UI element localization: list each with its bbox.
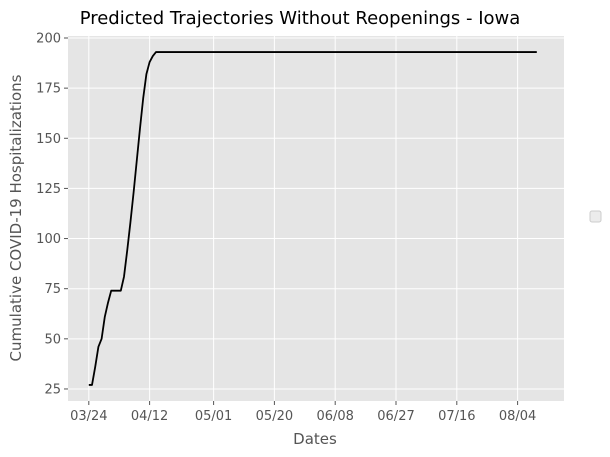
- x-tick-label: 03/24: [70, 409, 107, 424]
- y-axis-label: Cumulative COVID-19 Hospitalizations: [7, 74, 25, 361]
- x-tick-label: 04/12: [131, 409, 168, 424]
- grid: [68, 36, 564, 401]
- x-tick-label: 07/16: [438, 409, 475, 424]
- x-axis-ticks: 03/24 04/12 05/01 05/20 06/08 06/27 07/16 08/04: [70, 401, 536, 424]
- y-axis-ticks: 25 50 75 100 125 150 175 200: [36, 32, 68, 397]
- series-line: [88, 51, 537, 386]
- x-tick-label: 05/20: [256, 409, 293, 424]
- x-axis-label: Dates: [293, 430, 337, 448]
- y-tick-label: 125: [36, 182, 61, 197]
- series-line-path: [88, 51, 537, 386]
- y-tick-label: 100: [36, 232, 61, 247]
- x-tick-label: 08/04: [499, 409, 536, 424]
- y-tick-label: 50: [44, 332, 61, 347]
- plot-background: [68, 36, 564, 401]
- y-tick-label: 25: [44, 382, 61, 397]
- y-tick-label: 75: [44, 282, 61, 297]
- y-tick-label: 175: [36, 82, 61, 97]
- y-tick-label: 200: [36, 32, 61, 47]
- chart-title: Predicted Trajectories Without Reopening…: [80, 8, 521, 29]
- y-tick-label: 150: [36, 132, 61, 147]
- x-tick-label: 06/08: [316, 409, 353, 424]
- x-tick-label: 06/27: [377, 409, 414, 424]
- legend-box: [589, 210, 602, 223]
- x-tick-label: 05/01: [195, 409, 232, 424]
